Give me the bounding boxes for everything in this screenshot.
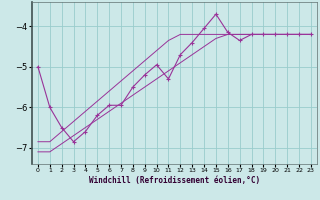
- X-axis label: Windchill (Refroidissement éolien,°C): Windchill (Refroidissement éolien,°C): [89, 176, 260, 185]
